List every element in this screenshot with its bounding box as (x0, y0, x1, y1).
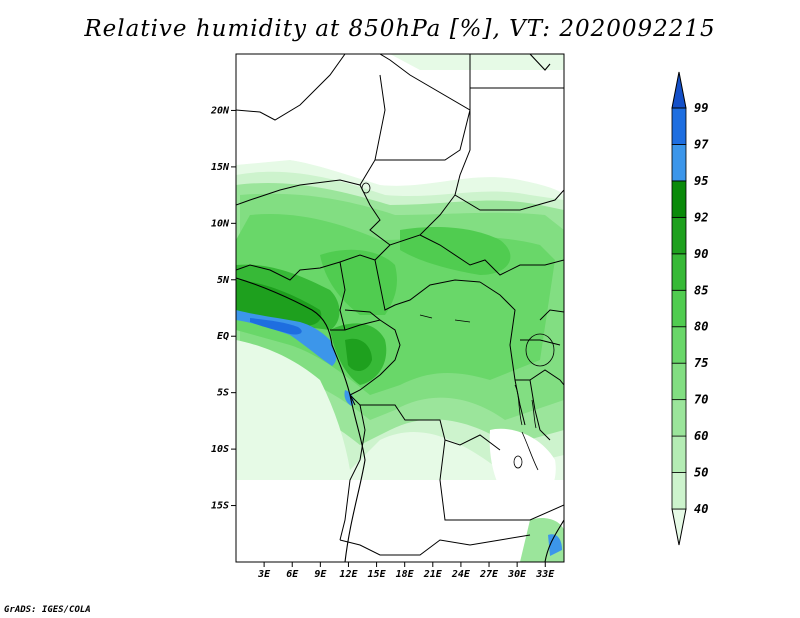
map-title: Relative humidity at 850hPa [%], VT: 202… (84, 16, 716, 42)
lon-tick-label: 6E (286, 569, 299, 580)
lon-tick-label: 3E (257, 569, 271, 580)
colorbar-swatch (671, 216, 687, 255)
colorbar-level-label: 97 (694, 137, 709, 151)
colorbar-swatch (671, 472, 687, 510)
colorbar-swatch (671, 399, 687, 437)
colorbar-level-label: 85 (694, 283, 708, 297)
colorbar-level-label: 80 (694, 320, 708, 334)
colorbar-swatch (671, 289, 687, 328)
lon-tick-label: 27E (479, 569, 499, 580)
lat-tick-label: 10S (211, 444, 229, 455)
colorbar-swatch (671, 362, 687, 401)
lat-axis: 20N 15N 10N 5N EQ 5S 10S 15S (210, 105, 236, 512)
footer-credit: GrADS: IGES/COLA (4, 605, 91, 615)
colorbar-swatch (671, 180, 687, 218)
lat-tick-label: 5S (217, 388, 229, 399)
colorbar-level-label: 50 (694, 466, 708, 480)
lon-tick-label: 12E (339, 569, 358, 580)
colorbar-swatch (671, 253, 687, 291)
lon-tick-label: 33E (535, 569, 555, 580)
lat-tick-label: 5N (217, 275, 230, 286)
colorbar-level-label: 60 (694, 429, 708, 443)
colorbar-bottom-triangle (671, 508, 687, 546)
colorbar-level-label: 95 (694, 174, 708, 188)
colorbar-level-label: 70 (694, 393, 708, 407)
lat-tick-label: 20N (210, 105, 230, 116)
colorbar-level-label: 40 (694, 502, 708, 516)
lon-tick-label: 21E (423, 569, 443, 580)
humidity-field (236, 54, 564, 562)
lat-tick-label: 15S (211, 501, 229, 512)
lat-tick-label: EQ (217, 331, 229, 342)
lon-tick-label: 30E (507, 569, 527, 580)
lon-axis: 3E 6E 9E 12E 15E 18E 21E 24E 27E 30E 33E (257, 562, 555, 580)
colorbar-level-label: 92 (694, 210, 708, 224)
colorbar-swatch (671, 326, 687, 364)
colorbar-level-label: 75 (694, 356, 708, 370)
colorbar-swatch (671, 107, 687, 145)
map-frame (235, 53, 565, 563)
lat-tick-label: 10N (211, 218, 230, 229)
lon-tick-label: 18E (396, 569, 415, 580)
lon-tick-label: 24E (451, 569, 471, 580)
colorbar-swatch (671, 144, 687, 182)
colorbar-swatch (671, 435, 687, 473)
colorbar-top-triangle (671, 71, 687, 109)
lon-tick-label: 15E (368, 569, 387, 580)
colorbar-level-label: 99 (694, 101, 708, 115)
lat-tick-label: 15N (211, 162, 230, 173)
colorbar-level-label: 90 (694, 247, 708, 261)
lon-tick-label: 9E (314, 569, 327, 580)
